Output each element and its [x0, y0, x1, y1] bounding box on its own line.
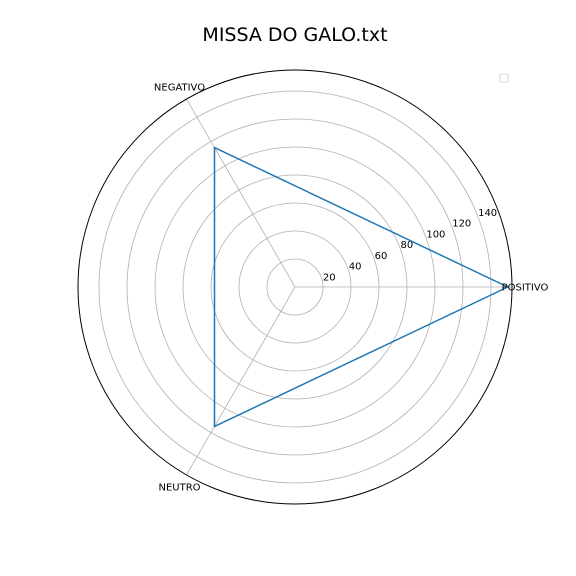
series-line-0 — [213, 146, 509, 428]
r-tick-label-20: 20 — [323, 272, 336, 283]
category-label-positivo: POSITIVO — [502, 283, 549, 294]
r-tick-label-100: 100 — [426, 229, 445, 240]
r-tick-label-60: 60 — [375, 251, 388, 262]
data-point-neutro — [213, 425, 216, 428]
data-point-negativo — [213, 146, 216, 149]
category-label-neutro: NEUTRO — [158, 483, 200, 494]
chart-title: MISSA DO GALO.txt — [202, 24, 387, 46]
r-tick-label-120: 120 — [452, 219, 471, 230]
radial-tick-labels: 20 40 60 80 100 120 140 — [323, 208, 497, 283]
spoke-neutro — [186, 286, 296, 476]
spoke-negativo — [186, 98, 296, 288]
category-spokes — [186, 98, 512, 476]
legend-box — [499, 73, 509, 83]
r-tick-label-80: 80 — [400, 240, 413, 251]
category-label-negativo: NEGATIVO — [154, 82, 205, 93]
category-labels: POSITIVO NEGATIVO NEUTRO — [154, 82, 549, 493]
r-tick-label-40: 40 — [349, 262, 362, 273]
series-layer — [213, 146, 509, 428]
r-tick-label-140: 140 — [478, 208, 497, 219]
polar-frame — [77, 69, 513, 505]
data-point-positivo — [507, 286, 509, 288]
